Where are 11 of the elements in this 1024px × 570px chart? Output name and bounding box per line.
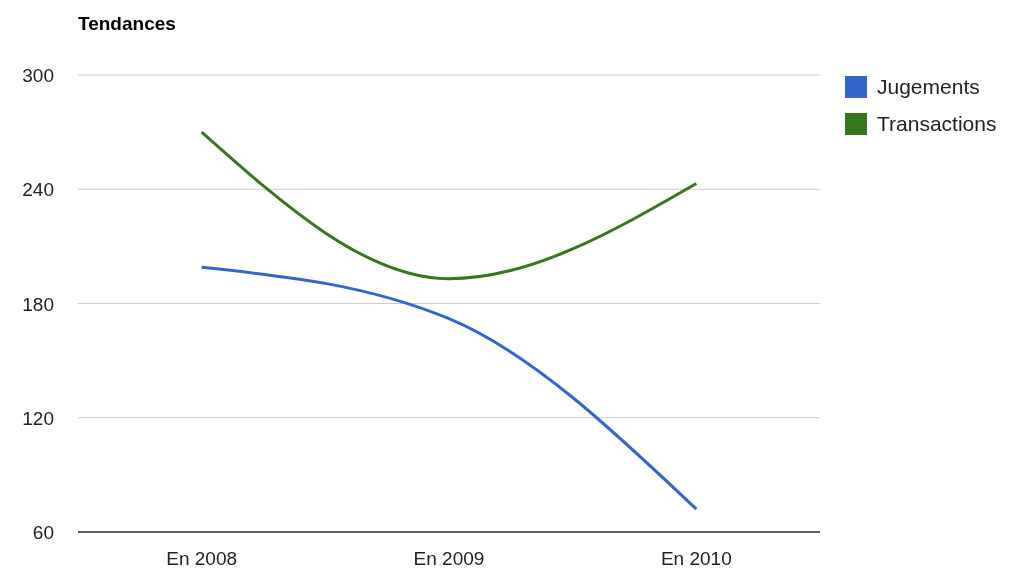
chart-title: Tendances (78, 13, 176, 34)
legend-label: Jugements (877, 75, 980, 98)
legend-label: Transactions (877, 112, 997, 135)
y-tick-label: 240 (22, 179, 54, 201)
y-tick-label: 180 (22, 293, 54, 315)
x-tick-label: En 2009 (413, 548, 485, 569)
x-tick-label: En 2010 (660, 548, 732, 569)
y-tick-label: 120 (22, 407, 54, 429)
y-tick-label: 60 (32, 522, 54, 543)
x-tick-label: En 2008 (166, 548, 238, 569)
y-tick-label: 300 (22, 65, 54, 86)
